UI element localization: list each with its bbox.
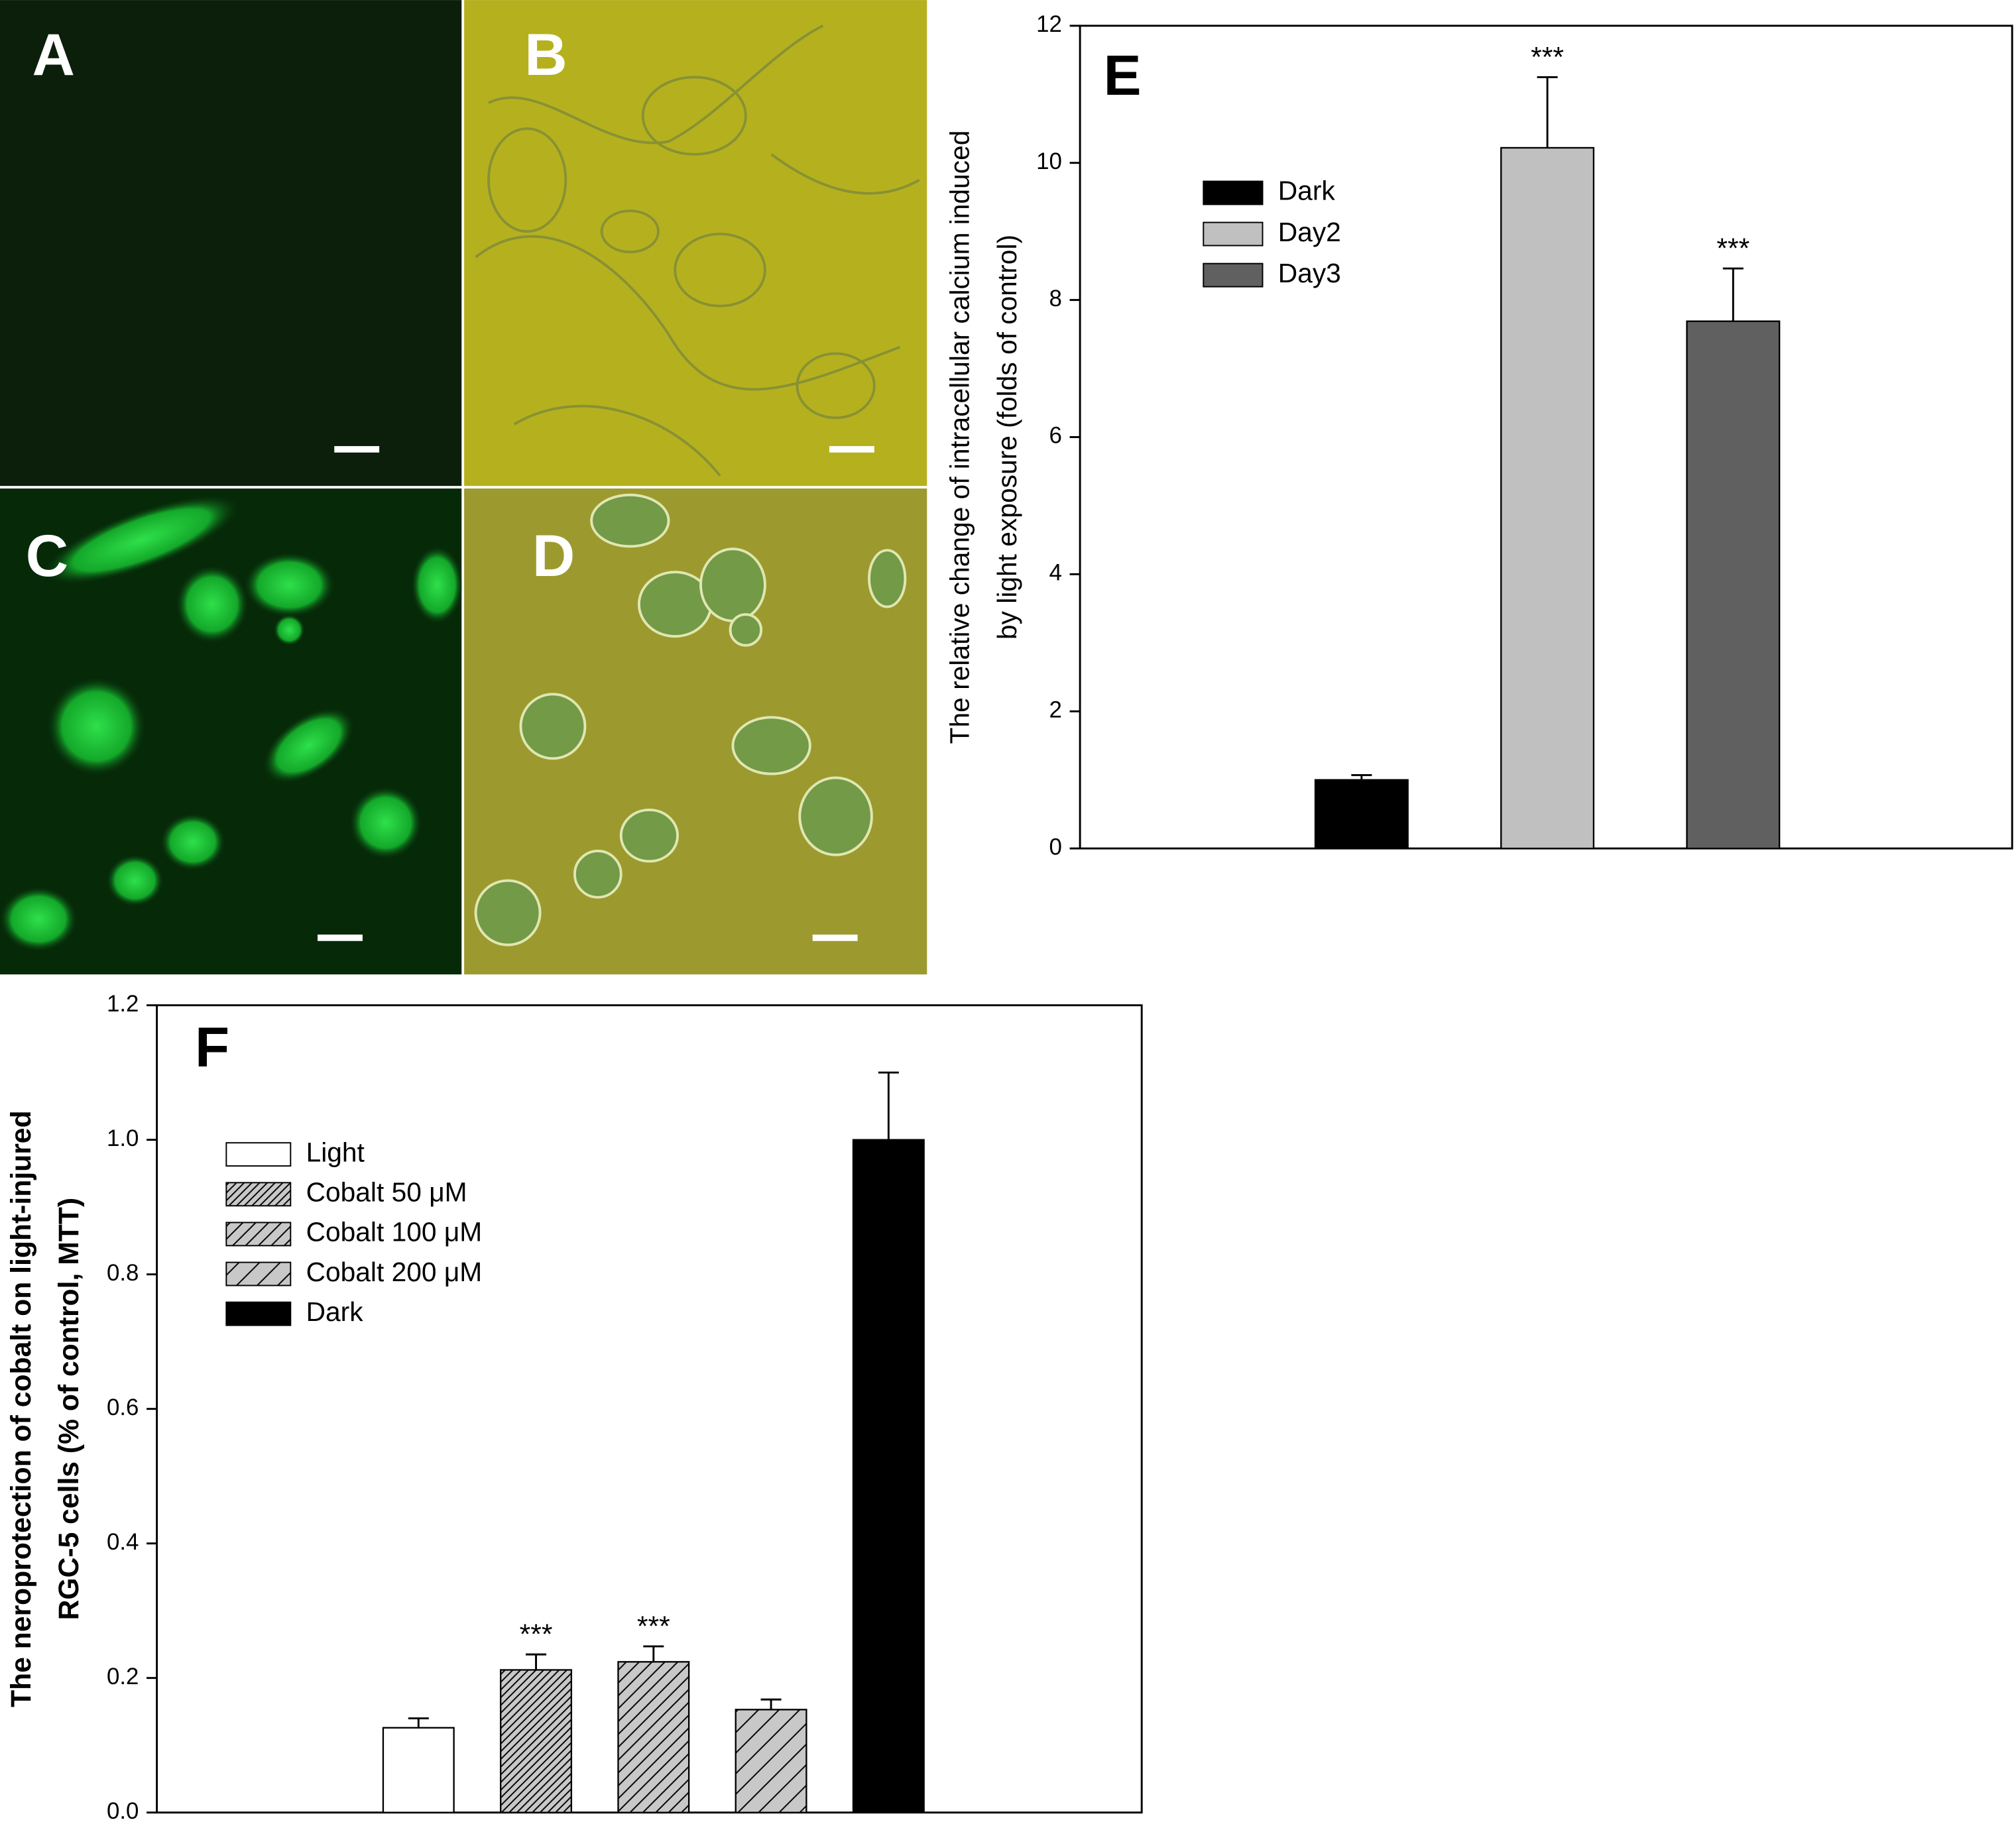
- legend-swatch: [1203, 221, 1264, 247]
- error-bar: [408, 1717, 429, 1728]
- y-tick-label: 0.0: [107, 1798, 139, 1824]
- legend-label: Light: [306, 1137, 365, 1167]
- panel-label: D: [532, 522, 575, 589]
- legend-label: Dark: [1278, 176, 1336, 206]
- legend-label: Cobalt 200 μM: [306, 1257, 483, 1287]
- y-axis-label: The relative change of intracellular cal…: [944, 131, 975, 744]
- bar: [1500, 146, 1595, 850]
- y-tick-label: 0.8: [107, 1260, 139, 1286]
- error-bar: [526, 1653, 547, 1670]
- y-axis-label: by light exposure (folds of control): [992, 235, 1022, 640]
- bar: [735, 1709, 807, 1813]
- legend-label: Cobalt 50 μM: [306, 1177, 467, 1208]
- error-bar: [1722, 267, 1744, 321]
- y-tick-label: 1.2: [107, 991, 139, 1017]
- legend-swatch: [225, 1142, 292, 1167]
- micrograph-a: A: [0, 0, 462, 486]
- legend-swatch: [1203, 180, 1264, 205]
- y-tick-label: 12: [1036, 11, 1062, 37]
- micrograph-c: C: [0, 488, 463, 975]
- bar: [1314, 779, 1409, 850]
- legend-swatch: [225, 1222, 292, 1247]
- y-tick-label: 6: [1049, 423, 1062, 449]
- y-tick-label: 10: [1036, 148, 1062, 174]
- panel-label: F: [195, 1016, 229, 1079]
- panel-label: C: [26, 522, 68, 589]
- bar: [1686, 320, 1781, 850]
- significance-label: ***: [637, 1611, 670, 1642]
- legend-swatch: [225, 1182, 292, 1207]
- micrograph-b: B: [464, 0, 927, 486]
- significance-label: ***: [520, 1619, 553, 1650]
- legend-swatch: [225, 1261, 292, 1286]
- bar: [617, 1661, 690, 1813]
- legend-label: Dark: [306, 1296, 364, 1327]
- bar: [500, 1669, 573, 1813]
- error-bar: [878, 1071, 899, 1140]
- y-tick-label: 8: [1049, 286, 1062, 312]
- panel-label: A: [32, 21, 74, 87]
- y-tick-label: 0.2: [107, 1664, 139, 1689]
- bar: [382, 1727, 455, 1813]
- y-tick-label: 0.4: [107, 1529, 139, 1555]
- y-tick-label: 0: [1049, 834, 1062, 860]
- y-axis-label: RGC-5 cells (% of control, MTT): [53, 1198, 85, 1621]
- micrograph-d: D: [464, 488, 927, 975]
- panel-label: E: [1104, 44, 1142, 107]
- error-bar: [1351, 773, 1372, 780]
- significance-label: ***: [1716, 233, 1749, 264]
- y-axis-label: The neroprotection of cobalt on light-in…: [5, 1110, 37, 1707]
- y-tick-label: 0.6: [107, 1395, 139, 1420]
- y-tick-label: 1.0: [107, 1125, 139, 1151]
- error-bar: [643, 1645, 664, 1662]
- panel-label: B: [524, 21, 567, 87]
- y-tick-label: 2: [1049, 697, 1062, 722]
- legend-swatch: [1203, 262, 1264, 288]
- error-bar: [760, 1698, 782, 1710]
- legend-swatch: [225, 1301, 292, 1326]
- significance-label: ***: [1531, 42, 1564, 74]
- bar: [852, 1139, 925, 1813]
- legend-label: Day2: [1278, 217, 1341, 247]
- legend-label: Day3: [1278, 258, 1341, 288]
- error-bar: [1537, 76, 1558, 148]
- y-tick-label: 4: [1049, 560, 1062, 586]
- legend-label: Cobalt 100 μM: [306, 1217, 483, 1247]
